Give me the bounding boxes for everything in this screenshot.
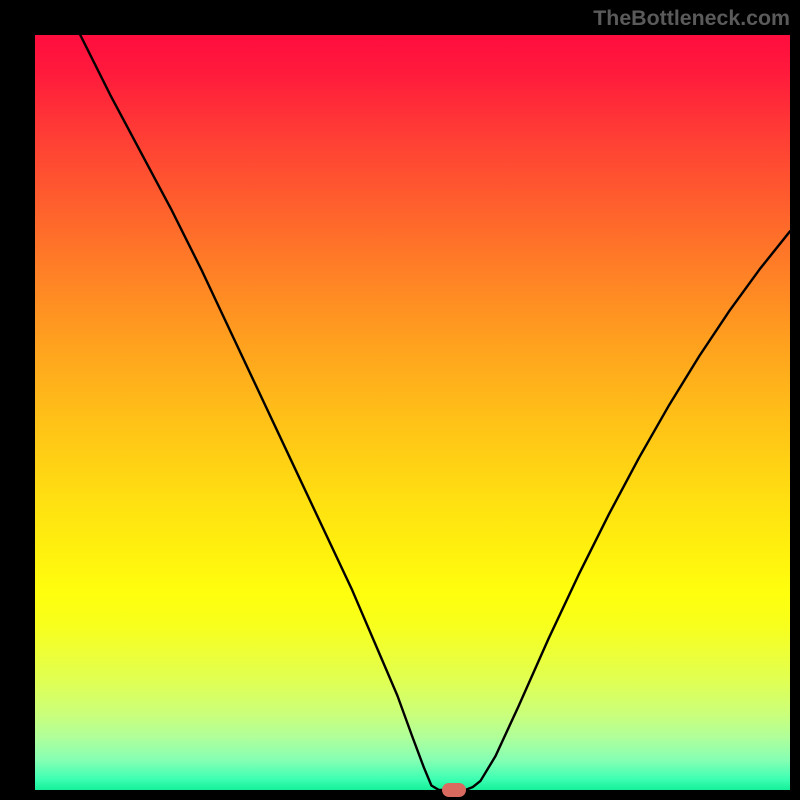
watermark-text: TheBottleneck.com [593,6,790,31]
gradient-background [35,35,790,790]
chart-container: TheBottleneck.com [0,0,800,800]
optimum-marker [442,783,466,797]
plot-area [35,35,790,790]
